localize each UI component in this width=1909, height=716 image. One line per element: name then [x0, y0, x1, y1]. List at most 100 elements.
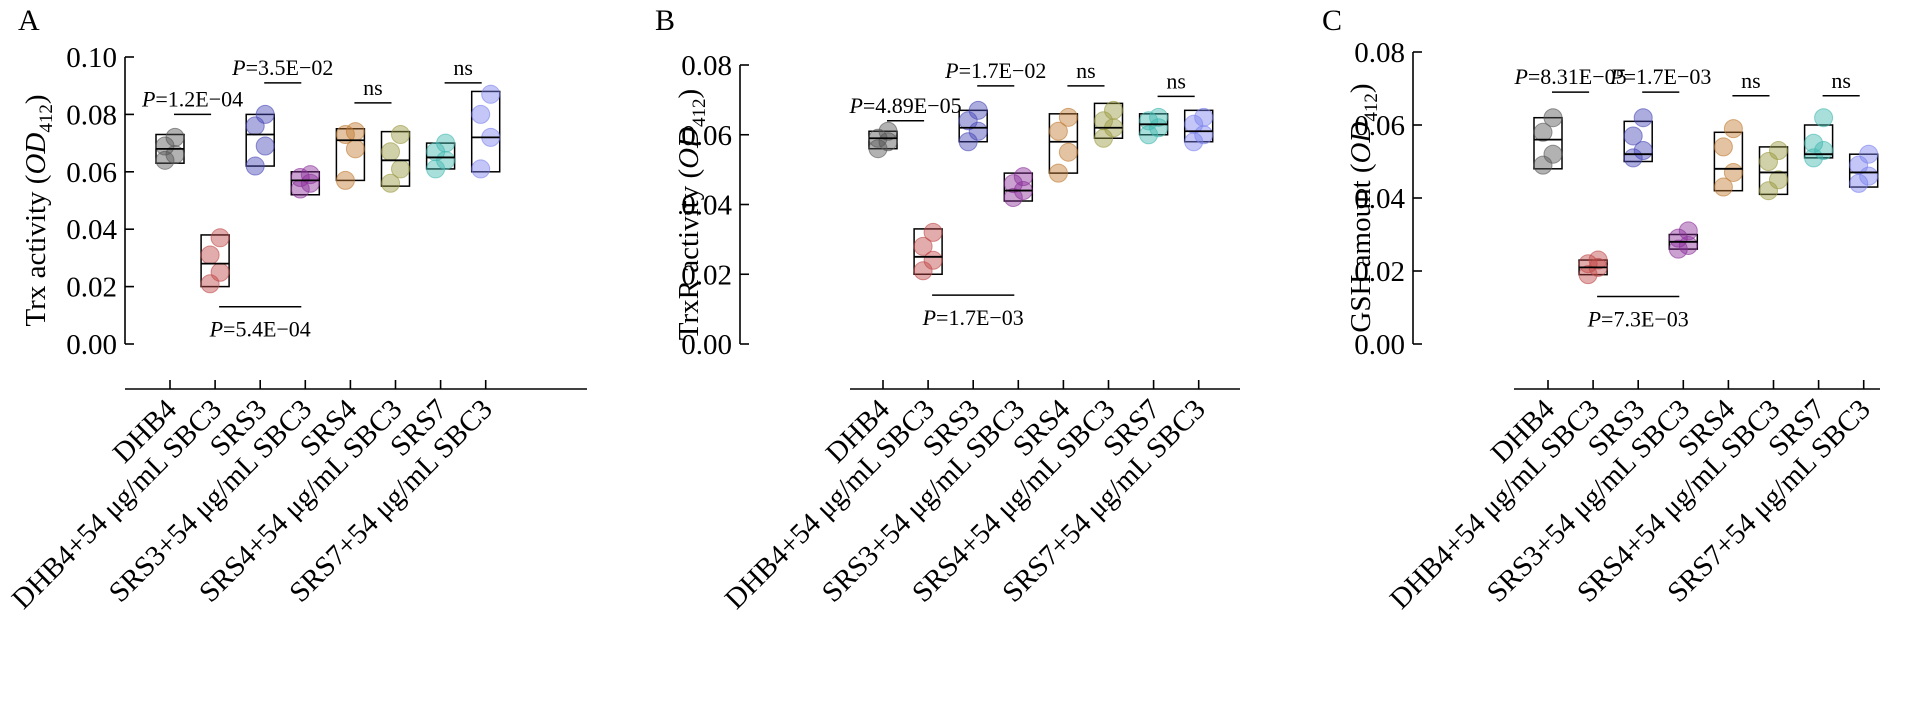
data-point — [1543, 144, 1563, 164]
box — [200, 234, 230, 288]
data-point — [1058, 142, 1078, 162]
box — [425, 142, 456, 170]
y-tick-label: 0.04 — [1354, 183, 1405, 215]
data-point — [300, 165, 320, 185]
box — [245, 113, 275, 167]
data-point — [1003, 188, 1023, 208]
y-tick-label: 0.04 — [681, 190, 732, 222]
data-point — [958, 111, 978, 131]
data-point — [1048, 121, 1068, 141]
data-point — [968, 121, 988, 141]
y-tick-label: 0.06 — [1354, 110, 1405, 142]
data-point — [381, 142, 400, 162]
box — [335, 128, 366, 182]
y-tick-label: 0.02 — [66, 272, 117, 304]
data-point — [968, 100, 988, 120]
y-tick-label: 0.06 — [66, 157, 117, 189]
data-point — [1769, 141, 1788, 161]
data-point — [1849, 155, 1869, 175]
data-point — [1194, 125, 1214, 145]
data-point — [1104, 100, 1123, 120]
panel-label: B — [655, 4, 675, 37]
data-point — [1723, 162, 1743, 182]
data-point — [1184, 132, 1204, 152]
data-point — [1149, 118, 1169, 138]
y-tick-label: 0.06 — [681, 120, 732, 152]
data-point — [1003, 174, 1023, 194]
y-axis-label: Trx activity (OD412) — [20, 94, 57, 326]
significance-label: ns — [1166, 68, 1186, 93]
significance-label: ns — [1831, 68, 1851, 93]
y-tick-label: 0.08 — [66, 99, 117, 131]
data-point — [913, 236, 933, 256]
box — [913, 228, 943, 276]
significance-label: P=1.2E−04 — [141, 86, 243, 111]
y-tick-label: 0.02 — [681, 259, 732, 291]
y-tick-label: 0.10 — [66, 42, 117, 74]
box — [1713, 131, 1744, 192]
significance-label: ns — [453, 55, 473, 80]
significance-label: P=4.89E−05 — [848, 93, 961, 118]
data-point — [1759, 181, 1778, 201]
significance-label: ns — [363, 75, 383, 100]
data-point — [1633, 108, 1653, 128]
data-point — [471, 104, 491, 124]
data-point — [878, 121, 898, 141]
data-point — [245, 156, 265, 176]
box — [1003, 172, 1034, 202]
y-tick-label: 0.08 — [1354, 37, 1405, 69]
data-point — [165, 127, 185, 147]
data-point — [923, 222, 943, 242]
data-point — [1543, 108, 1563, 128]
data-point — [1713, 177, 1733, 197]
data-point — [200, 245, 220, 265]
y-tick-label: 0.02 — [1354, 256, 1405, 288]
data-point — [436, 133, 456, 153]
box — [958, 109, 988, 143]
data-point — [255, 136, 275, 156]
data-point — [210, 262, 230, 282]
data-point — [1013, 167, 1033, 187]
significance-label: P=1.7E−03 — [922, 305, 1024, 330]
data-point — [1058, 107, 1078, 127]
data-point — [1713, 137, 1733, 157]
data-point — [471, 159, 491, 179]
data-point — [1578, 265, 1598, 285]
data-point — [1723, 119, 1743, 139]
data-point — [1094, 128, 1113, 148]
data-point — [1184, 114, 1204, 134]
significance-label: P=8.31E−05 — [1513, 64, 1626, 89]
data-point — [923, 250, 943, 270]
data-point — [1814, 108, 1834, 128]
data-point — [1678, 221, 1698, 241]
box — [1758, 146, 1789, 196]
data-point — [381, 173, 400, 193]
data-point — [1139, 125, 1159, 145]
y-tick-label: 0.04 — [66, 214, 117, 246]
y-tick-label: 0.00 — [66, 329, 117, 361]
box — [1848, 153, 1879, 188]
data-point — [878, 132, 898, 152]
data-point — [1859, 144, 1879, 164]
y-tick-label: 0.08 — [681, 50, 732, 82]
significance-label: P=7.3E−03 — [1587, 307, 1689, 332]
data-point — [1533, 155, 1553, 175]
box — [470, 90, 501, 173]
significance-label: ns — [1741, 68, 1761, 93]
data-point — [958, 132, 978, 152]
data-point — [868, 139, 888, 159]
data-point — [1149, 107, 1169, 127]
data-point — [913, 261, 933, 281]
y-tick-label: 0.00 — [1354, 329, 1405, 361]
data-point — [1804, 133, 1824, 153]
data-point — [155, 150, 175, 170]
data-point — [1588, 250, 1608, 270]
data-point — [335, 170, 355, 190]
data-point — [391, 124, 410, 144]
box — [1623, 120, 1653, 163]
y-tick-label: 0.00 — [681, 329, 732, 361]
y-axis-label: TrxR activity (OD412) — [673, 89, 710, 340]
significance-label: P=1.7E−02 — [944, 58, 1046, 83]
